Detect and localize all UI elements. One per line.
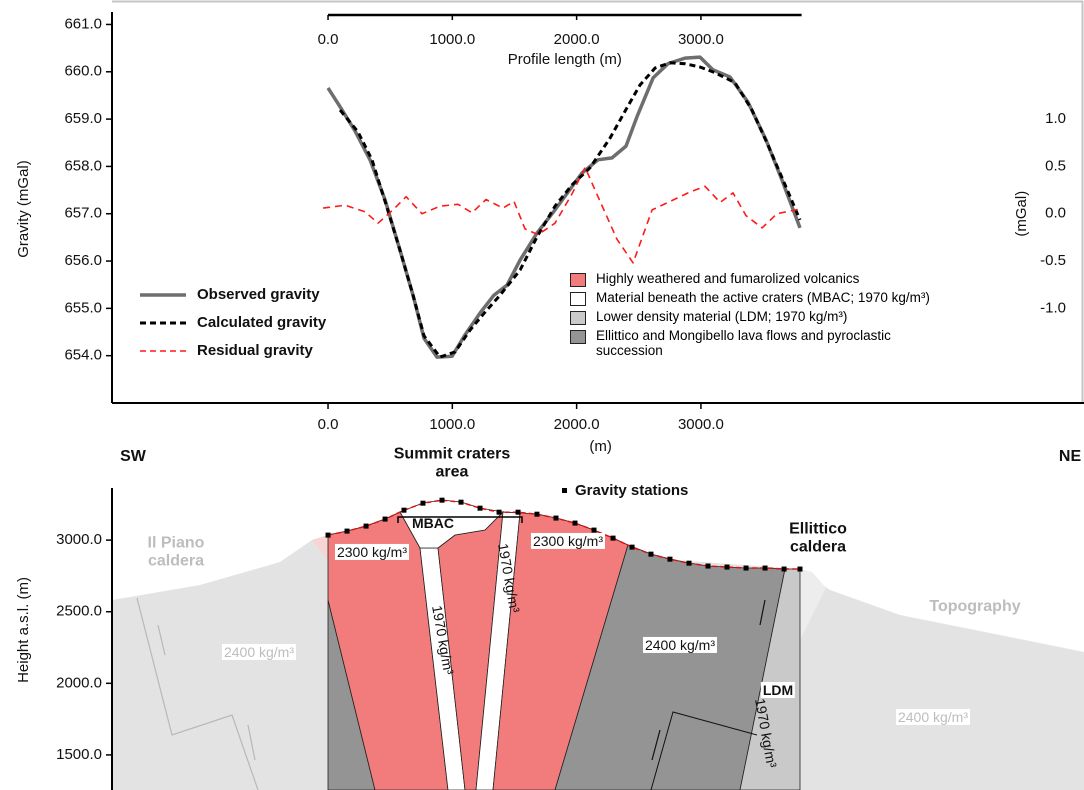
- gravity-station: [648, 552, 653, 557]
- legend-label: Highly weathered and fumarolized volcani…: [596, 272, 936, 287]
- gravity-station: [744, 566, 749, 571]
- annotation: 2400 kg/m³: [222, 644, 296, 660]
- y2-tick-label: -0.5: [1040, 252, 1066, 269]
- legend-label: Observed gravity: [197, 286, 320, 303]
- gravity-station: [686, 561, 691, 566]
- legend-label: Calculated gravity: [197, 314, 327, 331]
- annotation: NE: [1059, 448, 1081, 466]
- gravity-station: [326, 533, 331, 538]
- series-line: [323, 167, 800, 263]
- legend-label: Residual gravity: [197, 342, 314, 359]
- annotation: 2300 kg/m³: [335, 544, 409, 560]
- annotation: Ellittico caldera: [768, 521, 868, 558]
- gravity-station: [478, 506, 483, 511]
- x-tick-label: 1000.0: [429, 416, 475, 433]
- material-legend: Highly weathered and fumarolized volcani…: [570, 272, 1030, 363]
- x2-tick-label: 0.0: [318, 31, 339, 48]
- annotation: Topography: [929, 598, 1020, 616]
- gravity-station: [345, 529, 350, 534]
- gravity-station: [725, 565, 730, 570]
- y-tick-label: 1500.0: [56, 746, 102, 763]
- legend-label: Ellittico and Mongibello lava flows and …: [596, 329, 936, 359]
- legend-swatch: [570, 292, 586, 306]
- y-tick-label: 656.0: [64, 252, 102, 269]
- y2-tick-label: 0.5: [1045, 157, 1066, 174]
- y-tick-label: 654.0: [64, 347, 102, 364]
- x2-tick-label: 3000.0: [678, 31, 724, 48]
- gravity-station: [782, 567, 787, 572]
- y-axis-label: Gravity (mGal): [15, 160, 32, 258]
- y-tick-label: 659.0: [64, 110, 102, 127]
- annotation: 2400 kg/m³: [643, 637, 717, 653]
- y-tick-label: 661.0: [64, 15, 102, 32]
- x-tick-label: 0.0: [318, 416, 339, 433]
- y-tick-label: 3000.0: [56, 531, 102, 548]
- y2-tick-label: 1.0: [1045, 110, 1066, 127]
- gravity-station: [797, 567, 802, 572]
- y-tick-label: 657.0: [64, 205, 102, 222]
- annotation: SW: [120, 448, 146, 466]
- gravity-station: [592, 528, 597, 533]
- x2-tick-label: 2000.0: [554, 31, 600, 48]
- legend-swatch: [562, 488, 567, 493]
- x-axis-label: (m): [589, 438, 612, 455]
- legend-swatch: [570, 311, 586, 325]
- gravity-station: [516, 510, 521, 515]
- gravity-station: [401, 508, 406, 513]
- legend-swatch: [570, 273, 586, 287]
- cross-section: 3000.0 2500.0 2000.0 1500.0 Height a.s.l. (m…: [15, 482, 1084, 790]
- gravity-station: [364, 524, 369, 529]
- gravity-station: [534, 512, 539, 517]
- annotation: 2400 kg/m³: [896, 709, 970, 725]
- gravity-station: [611, 536, 616, 541]
- annotation: Summit craters area: [382, 446, 522, 483]
- y-tick-label: 660.0: [64, 63, 102, 80]
- gravity-station: [667, 557, 672, 562]
- y-tick-label: 655.0: [64, 299, 102, 316]
- gravity-station: [573, 521, 578, 526]
- gravity-station: [440, 498, 445, 503]
- legend-label: Gravity stations: [575, 482, 688, 499]
- gravity-station: [763, 566, 768, 571]
- gravity-station: [553, 516, 558, 521]
- gravity-station: [630, 545, 635, 550]
- x-tick-label: 3000.0: [678, 416, 724, 433]
- chart: 3000.0 2500.0 2000.0 1500.0 Height a.s.l. (m…: [0, 0, 1084, 790]
- annotation: LDM: [761, 682, 795, 698]
- y-tick-label: 2500.0: [56, 603, 102, 620]
- annotation: 2300 kg/m³: [531, 533, 605, 549]
- figure: 3000.0 2500.0 2000.0 1500.0 Height a.s.l. (m…: [0, 0, 1084, 790]
- gravity-station: [420, 501, 425, 506]
- y2-axis-label: (mGal): [1013, 191, 1030, 237]
- legend-label: Lower density material (LDM; 1970 kg/m³): [596, 310, 936, 325]
- y2-tick-label: -1.0: [1040, 299, 1066, 316]
- legend-label: Material beneath the active craters (MBA…: [596, 291, 936, 306]
- gravity-station: [706, 564, 711, 569]
- x2-tick-label: 1000.0: [429, 31, 475, 48]
- annotation: MBAC: [412, 515, 454, 531]
- gravity-station: [497, 510, 502, 515]
- legend-item: Ellittico and Mongibello lava flows and …: [570, 329, 1030, 359]
- legend-item: Highly weathered and fumarolized volcani…: [570, 272, 1030, 287]
- x2-axis-label: Profile length (m): [508, 51, 622, 68]
- legend-item: Lower density material (LDM; 1970 kg/m³): [570, 310, 1030, 325]
- annotation: Il Piano caldera: [139, 535, 214, 572]
- y-tick-label: 658.0: [64, 157, 102, 174]
- legend-swatch: [570, 330, 586, 344]
- legend-item: Material beneath the active craters (MBA…: [570, 291, 1030, 306]
- y-tick-label: 2000.0: [56, 674, 102, 691]
- x-tick-label: 2000.0: [554, 416, 600, 433]
- y2-tick-label: 0.0: [1045, 205, 1066, 222]
- gravity-station: [383, 517, 388, 522]
- gravity-station: [459, 500, 464, 505]
- y-axis-label: Height a.s.l. (m): [15, 577, 32, 683]
